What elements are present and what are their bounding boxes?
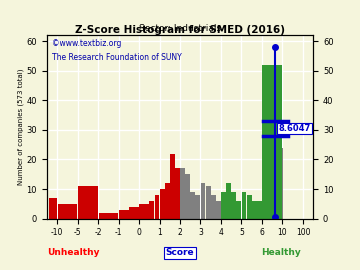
Bar: [247, 195, 252, 219]
Bar: [216, 201, 221, 219]
Bar: [139, 204, 144, 219]
Text: ©www.textbiz.org: ©www.textbiz.org: [52, 39, 122, 48]
Bar: [154, 195, 159, 219]
Bar: [175, 168, 180, 219]
Bar: [252, 201, 257, 219]
Bar: [195, 195, 201, 219]
Text: 8.6047: 8.6047: [278, 124, 311, 133]
Bar: [237, 201, 241, 219]
Bar: [49, 198, 57, 219]
Bar: [242, 192, 247, 219]
Bar: [190, 192, 195, 219]
Bar: [170, 154, 175, 219]
Bar: [185, 174, 190, 219]
Bar: [221, 192, 226, 219]
Y-axis label: Number of companies (573 total): Number of companies (573 total): [17, 69, 24, 185]
Bar: [149, 201, 154, 219]
Bar: [180, 168, 185, 219]
Text: Sector: Industrials: Sector: Industrials: [139, 24, 221, 33]
Text: Healthy: Healthy: [261, 248, 301, 257]
Bar: [165, 183, 170, 219]
Bar: [144, 204, 149, 219]
Text: Unhealthy: Unhealthy: [47, 248, 100, 257]
Bar: [58, 204, 77, 219]
Bar: [129, 207, 139, 219]
Bar: [159, 189, 165, 219]
Bar: [201, 183, 206, 219]
Bar: [257, 201, 262, 219]
Bar: [99, 213, 118, 219]
Bar: [262, 65, 282, 219]
Bar: [226, 183, 231, 219]
Text: Score: Score: [166, 248, 194, 257]
Bar: [231, 192, 236, 219]
Text: The Research Foundation of SUNY: The Research Foundation of SUNY: [52, 53, 182, 62]
Bar: [119, 210, 129, 219]
Title: Z-Score Histogram for SMED (2016): Z-Score Histogram for SMED (2016): [75, 25, 285, 35]
Bar: [78, 186, 98, 219]
Bar: [211, 195, 216, 219]
Bar: [206, 186, 211, 219]
